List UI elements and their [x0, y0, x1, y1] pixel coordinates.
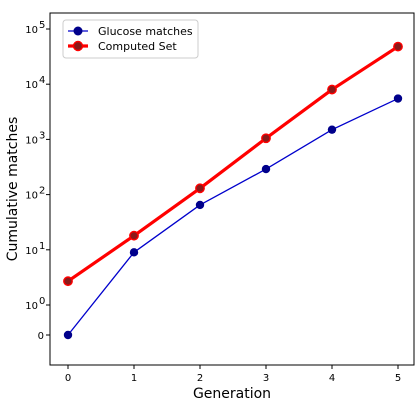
y-tick-exponent: 4 — [39, 75, 45, 86]
legend: Glucose matches Computed Set — [62, 19, 199, 59]
data-point-computed-set — [195, 183, 205, 194]
data-point-computed-set — [129, 230, 139, 241]
x-tick-label: 4 — [329, 373, 335, 384]
data-point-glucose-matches — [195, 200, 205, 210]
x-axis-label: Generation — [193, 386, 271, 402]
y-tick-label: 10 — [25, 25, 38, 36]
x-tick-label: 3 — [263, 373, 269, 384]
data-point-glucose-matches — [327, 125, 337, 134]
data-point-computed-set — [393, 41, 403, 52]
series-line-glucose-matches — [67, 97, 399, 336]
y-tick-exponent: 0 — [39, 296, 45, 307]
data-point-glucose-matches — [261, 164, 271, 174]
data-point-glucose-matches — [129, 248, 139, 257]
y-tick-exponent: 3 — [39, 130, 45, 141]
y-tick-label: 10 — [25, 191, 38, 202]
legend-marker-glucose-matches — [73, 26, 83, 36]
legend-label-glucose-matches: Glucose matches — [98, 25, 193, 38]
y-tick-exponent: 2 — [39, 186, 45, 197]
y-axis-label: Cumulative matches — [5, 117, 21, 262]
x-tick-label: 5 — [395, 373, 401, 384]
data-point-computed-set — [63, 276, 73, 287]
data-point-glucose-matches — [393, 94, 403, 103]
x-tick-label: 0 — [65, 373, 71, 384]
y-tick-label: 0 — [38, 331, 44, 342]
series-layer — [63, 41, 403, 340]
legend-box — [62, 19, 199, 59]
x-axis-ticks: 0 1 2 3 4 5 — [65, 365, 401, 384]
data-point-glucose-matches — [63, 330, 73, 340]
y-tick-exponent: 1 — [39, 241, 45, 252]
plot-area — [49, 12, 415, 366]
y-tick-exponent: 5 — [39, 20, 45, 31]
data-point-computed-set — [327, 84, 337, 95]
y-tick-label: 10 — [25, 135, 38, 146]
y-tick-label: 10 — [25, 301, 38, 312]
legend-marker-computed-set — [72, 40, 84, 52]
x-tick-label: 1 — [131, 373, 137, 384]
y-tick-label: 10 — [25, 80, 38, 91]
series-line-computed-set — [67, 45, 399, 283]
y-tick-label: 10 — [25, 246, 38, 257]
data-point-computed-set — [261, 133, 271, 144]
legend-label-computed-set: Computed Set — [98, 40, 177, 53]
x-tick-label: 2 — [197, 373, 203, 384]
